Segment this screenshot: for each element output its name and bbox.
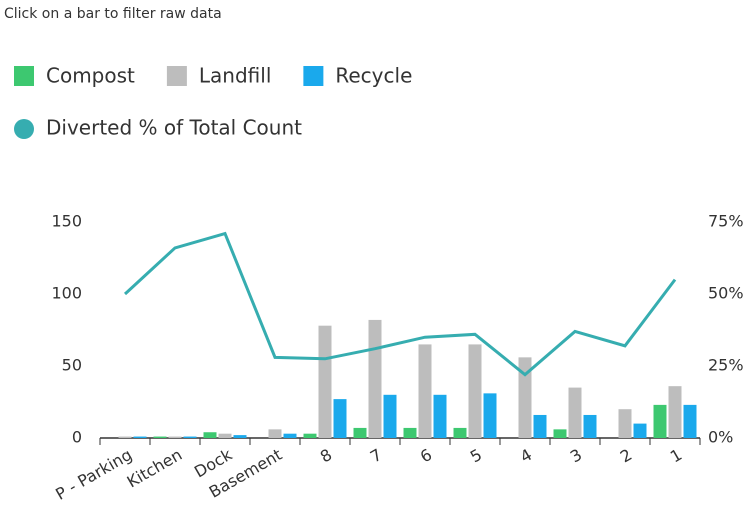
- x-tick-label: 4: [517, 445, 535, 467]
- bar[interactable]: [368, 319, 382, 438]
- bar[interactable]: [268, 429, 282, 438]
- bar[interactable]: [418, 344, 432, 438]
- bar[interactable]: [333, 399, 347, 438]
- y2-tick-label: 50%: [708, 284, 744, 303]
- x-tick-label: 2: [617, 445, 635, 467]
- x-tick-label: Kitchen: [124, 445, 186, 492]
- bar[interactable]: [668, 386, 682, 438]
- legend-label: Landfill: [199, 64, 271, 88]
- bar[interactable]: [633, 423, 647, 438]
- bar[interactable]: [453, 427, 467, 438]
- x-tick-label: 3: [567, 445, 585, 467]
- bar[interactable]: [133, 436, 147, 438]
- bar[interactable]: [433, 394, 447, 438]
- legend-swatch: [14, 119, 34, 139]
- x-tick-label: 1: [667, 445, 685, 467]
- bar[interactable]: [283, 433, 297, 438]
- bar[interactable]: [183, 436, 197, 438]
- bar[interactable]: [203, 432, 217, 438]
- legend-swatch: [303, 66, 324, 86]
- y-tick-label: 0: [72, 428, 82, 447]
- y-tick-label: 100: [51, 284, 82, 303]
- bar[interactable]: [383, 394, 397, 438]
- legend-label: Recycle: [335, 64, 412, 88]
- legend-label: Compost: [46, 64, 135, 88]
- x-tick-label: 6: [417, 445, 435, 467]
- bar[interactable]: [568, 387, 582, 438]
- bar[interactable]: [518, 357, 532, 438]
- x-tick-label: 8: [317, 445, 335, 467]
- bar[interactable]: [653, 404, 667, 438]
- line: [123, 231, 677, 377]
- bar[interactable]: [553, 429, 567, 438]
- instruction: Click on a bar to filter raw data: [4, 6, 222, 22]
- bar[interactable]: [153, 436, 167, 438]
- legend-swatch: [166, 66, 187, 86]
- bar[interactable]: [583, 414, 597, 438]
- bar[interactable]: [468, 344, 482, 438]
- y-tick-label: 50: [62, 356, 82, 375]
- legend-swatch: [14, 66, 34, 86]
- bar[interactable]: [118, 436, 132, 438]
- bar[interactable]: [618, 409, 632, 438]
- y2-tick-label: 25%: [708, 356, 744, 375]
- bar[interactable]: [353, 427, 367, 438]
- bar[interactable]: [403, 427, 417, 438]
- x-tick-label: 7: [367, 445, 385, 467]
- y2-tick-label: 75%: [708, 212, 744, 231]
- bar[interactable]: [233, 435, 247, 438]
- y-tick-label: 150: [51, 212, 82, 231]
- legend-label: Diverted % of Total Count: [46, 116, 302, 140]
- bar[interactable]: [318, 325, 332, 438]
- x-tick-label: 5: [467, 445, 485, 467]
- bar[interactable]: [483, 393, 497, 438]
- bar[interactable]: [168, 436, 182, 438]
- bar[interactable]: [533, 414, 547, 438]
- bar[interactable]: [303, 433, 317, 438]
- y2-tick-label: 0%: [708, 428, 733, 447]
- bar[interactable]: [683, 404, 697, 438]
- bar[interactable]: [218, 433, 232, 438]
